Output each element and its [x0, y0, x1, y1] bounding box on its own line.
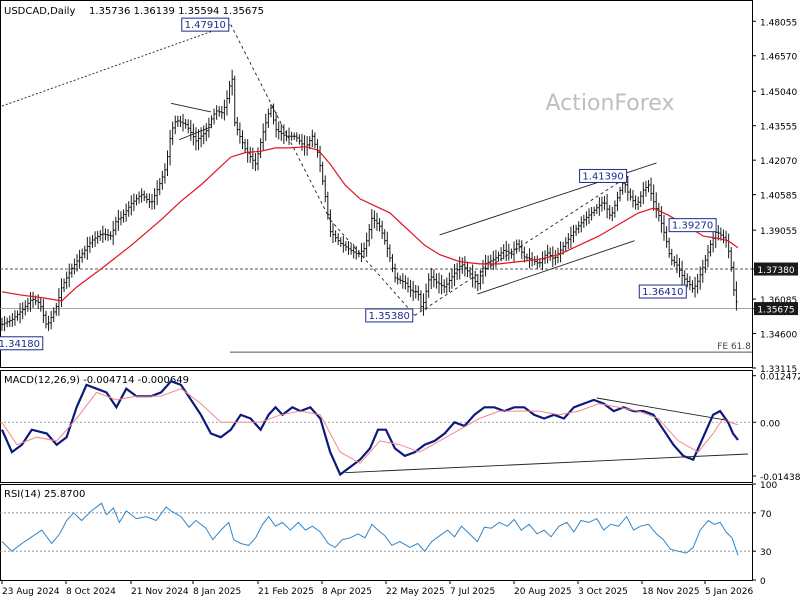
price-axis-label: 1.33115: [760, 365, 797, 375]
macd-axis-label: 0.012472: [760, 373, 800, 383]
price-annotation-label: 1.34180: [0, 339, 40, 350]
macd-series-macd: [0, 379, 739, 477]
price-annotation-box: [181, 17, 230, 32]
price-panel-frame: [0, 0, 753, 368]
price-annotation-box: [365, 308, 414, 323]
macd-title: MACD(12,26,9) -0.004714 -0.000649: [4, 375, 189, 386]
macd-axis-label: 0.00: [760, 419, 780, 429]
macd-series-signal: [1, 388, 739, 464]
decline-projection-line: [230, 24, 331, 221]
price-annotation-label: 1.36410: [642, 287, 683, 298]
level-tag-bg: [754, 262, 798, 276]
price-axis-label: 1.39055: [760, 227, 797, 237]
price-axis-label: 1.43555: [760, 123, 797, 133]
x-axis-label: 3 Oct 2025: [578, 587, 628, 597]
moving-average-line: [1, 146, 739, 302]
x-axis-label: 5 Jan 2026: [705, 587, 753, 597]
rsi-axis-label: 30: [760, 548, 772, 558]
macd-trendline: [345, 453, 748, 474]
chart-ohlc: 1.35736 1.36139 1.35594 1.35675: [89, 6, 264, 17]
x-axis-label: 8 Apr 2025: [322, 587, 372, 597]
macd-panel-frame: [0, 370, 753, 483]
price-axis-label: 1.46570: [760, 53, 797, 63]
macd-trendline: [596, 397, 729, 421]
triangle-bottom-line: [178, 126, 212, 141]
price-axis-label: 1.40585: [760, 192, 797, 202]
x-axis-label: 8 Oct 2024: [66, 587, 116, 597]
price-axis-label: 1.42070: [760, 157, 797, 167]
rsi-title: RSI(14) 25.8700: [4, 489, 85, 500]
decline-projection-line: [329, 219, 416, 316]
x-axis-label: 21 Nov 2024: [131, 587, 189, 597]
price-axis-label: 1.34600: [760, 331, 797, 341]
current-price-tag: 1.35675: [757, 306, 794, 316]
fe-level-label: FE 61.8: [717, 342, 751, 352]
x-axis-label: 18 Nov 2025: [642, 587, 700, 597]
price-annotation-label: 1.41390: [582, 171, 623, 182]
triangle-top-line: [170, 102, 211, 113]
price-annotation-label: 1.47910: [185, 20, 226, 31]
chart-symbol: USDCAD,Daily: [4, 6, 75, 17]
price-axis-label: 1.36085: [760, 296, 797, 306]
x-axis-label: 20 Aug 2025: [514, 587, 572, 597]
x-axis-label: 7 Jul 2025: [450, 587, 495, 597]
channel-lower-line: [477, 240, 635, 295]
price-annotation-box: [579, 168, 628, 183]
x-axis-label: 21 Feb 2025: [258, 587, 314, 597]
watermark: ActionForex: [546, 91, 675, 116]
rsi-panel-frame: [0, 484, 753, 581]
x-axis-label: 23 Aug 2024: [2, 587, 60, 597]
price-axis-label: 1.48055: [760, 18, 797, 28]
x-axis-label: 22 May 2025: [386, 587, 445, 597]
dotted-trendline: [1, 24, 231, 107]
rsi-axis-label: 0: [760, 577, 766, 587]
price-axis-label: 1.45040: [760, 88, 797, 98]
macd-axis-label: -0.014389: [760, 473, 800, 483]
price-annotation-box: [638, 284, 687, 299]
level-tag: 1.37380: [757, 266, 794, 276]
x-axis-label: 8 Jan 2025: [193, 587, 241, 597]
price-annotation-box: [668, 218, 717, 233]
rsi-line: [1, 502, 739, 556]
current-price-tag-bg: [754, 302, 798, 316]
rsi-axis-label: 100: [760, 481, 777, 491]
price-annotation-label: 1.35380: [369, 311, 410, 322]
rsi-axis-label: 70: [760, 510, 772, 520]
price-annotation-label: 1.39270: [672, 221, 713, 232]
price-annotation-box: [0, 336, 44, 351]
